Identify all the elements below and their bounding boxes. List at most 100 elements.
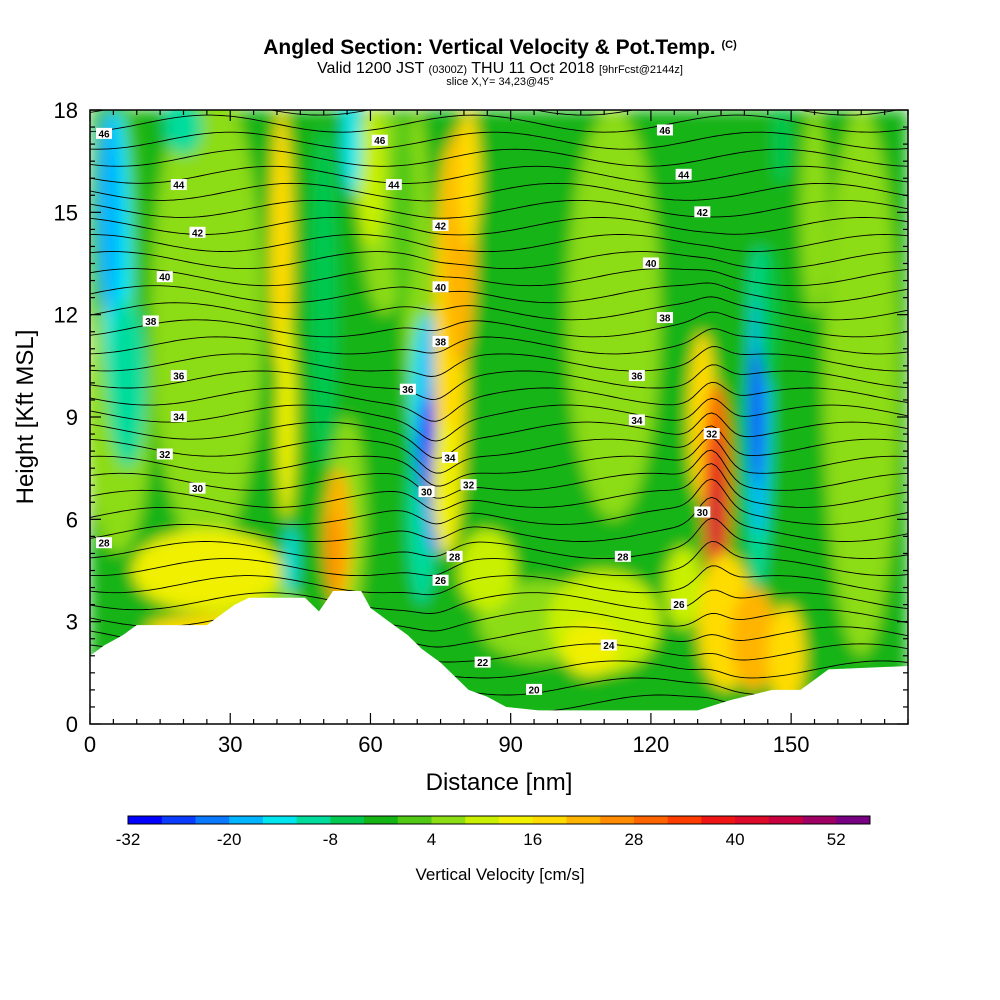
contour-label: 36	[399, 383, 416, 396]
contour-label-text: 42	[697, 208, 709, 219]
contour-label-bg	[642, 257, 659, 269]
colorbar-tick-label: 40	[726, 830, 745, 849]
contour-label-text: 44	[388, 181, 400, 192]
contour-label-bg	[675, 168, 692, 180]
x-axis-label: Distance [nm]	[426, 769, 573, 796]
contour-label-bg	[170, 179, 187, 191]
theta-contour-line	[90, 165, 908, 184]
velocity-cell	[269, 110, 294, 383]
colorbar-swatch	[330, 816, 365, 824]
colorbar-swatch	[499, 816, 534, 824]
valid-time: Valid 1200 JST	[317, 60, 425, 77]
contour-label-bg	[432, 219, 449, 231]
contour-label-bg	[156, 271, 173, 283]
theta-contour-line	[90, 311, 908, 338]
theta-contour-line	[90, 478, 908, 525]
terrain-mask	[90, 591, 908, 724]
colorbar-swatch	[802, 816, 837, 824]
colorbar-swatch	[262, 816, 298, 824]
y-tick-label: 6	[66, 507, 78, 532]
contour-label: 42	[694, 206, 711, 219]
contour-label-text: 28	[617, 552, 629, 563]
theta-contour-line	[90, 463, 908, 511]
y-tick-label: 15	[54, 200, 78, 225]
colorbar-tick-label: 4	[427, 830, 436, 849]
theta-contour-line	[90, 496, 908, 542]
velocity-cell	[132, 529, 282, 612]
y-tick-label: 9	[66, 405, 78, 430]
contour-label-text: 34	[444, 453, 456, 464]
theta-contour-line	[90, 114, 908, 133]
contour-label: 36	[170, 370, 187, 383]
contour-label-text: 28	[98, 539, 110, 550]
chart-title-text: Angled Section: Vertical Velocity & Pot.…	[263, 36, 716, 59]
contour-label-text: 46	[659, 126, 671, 137]
contour-labels: 46 44 42 40 38 36 34 32 30 28 46 44 42 40 38 36 34 32 30 28…	[96, 124, 720, 696]
theta-contour-line	[90, 425, 908, 474]
velocity-cell	[108, 297, 147, 469]
colorbar-swatch	[633, 816, 669, 824]
contour-label-bg	[526, 683, 543, 695]
x-tick-label: 30	[218, 732, 242, 757]
colorbar-tick-label: 16	[523, 830, 542, 849]
colorbar-swatch	[195, 816, 230, 824]
contour-label-bg	[694, 506, 711, 518]
contour-label-bg	[432, 335, 449, 347]
colorbar-swatch	[701, 816, 736, 824]
colorbar-swatch	[667, 816, 702, 824]
colorbar-swatch	[364, 816, 399, 824]
contour-label-text: 36	[631, 372, 643, 383]
theta-contour-line	[90, 346, 908, 377]
colorbar-swatch	[465, 816, 500, 824]
contour-label-bg	[614, 550, 631, 562]
theta-contour-line	[90, 251, 908, 270]
contour-label: 32	[703, 428, 720, 441]
colorbar-tick-label: -8	[323, 830, 338, 849]
colorbar-swatch	[768, 816, 804, 824]
contour-label: 46	[96, 127, 113, 140]
theta-contour-line	[90, 589, 908, 614]
contour-label-text: 44	[173, 181, 185, 192]
theta-contour-line	[90, 328, 908, 355]
contour-label: 28	[614, 550, 631, 563]
contour-label: 24	[600, 639, 617, 652]
contour-label-bg	[432, 574, 449, 586]
contour-label-bg	[399, 383, 416, 395]
colorbar-tick-label: 52	[827, 830, 846, 849]
velocity-cell	[309, 127, 338, 469]
contour-label: 34	[628, 414, 645, 427]
contour-label: 46	[371, 134, 388, 147]
velocity-cell	[758, 246, 778, 383]
colorbar-swatch	[532, 816, 567, 824]
contour-label: 22	[474, 656, 491, 669]
velocity-cell	[730, 212, 750, 417]
chart-title: Angled Section: Vertical Velocity & Pot.…	[0, 36, 1000, 60]
x-tick-label: 90	[498, 732, 522, 757]
contour-label-bg	[446, 550, 463, 562]
contour-label-bg	[189, 226, 206, 238]
theta-contour-line	[90, 234, 908, 253]
contour-label: 44	[385, 179, 402, 192]
colorbar-tick-label: -20	[217, 830, 242, 849]
contour-label-bg	[170, 411, 187, 422]
contour-label-text: 34	[173, 413, 185, 424]
theta-contour-line	[90, 437, 908, 487]
contour-label-text: 40	[645, 259, 657, 270]
contour-label-bg	[474, 656, 491, 668]
colorbar-swatch	[296, 816, 331, 824]
contour-label-bg	[656, 124, 673, 136]
contour-label-bg	[460, 479, 477, 491]
velocity-cell	[709, 485, 719, 554]
contour-label-bg	[189, 482, 206, 494]
velocity-cell	[285, 526, 297, 595]
theta-contour-line	[90, 182, 908, 202]
velocity-cell	[418, 399, 435, 503]
contour-label: 46	[656, 124, 673, 137]
colorbar-swatch	[735, 816, 770, 824]
copyright-mark: (C)	[721, 39, 737, 51]
contour-label-bg	[432, 281, 449, 293]
velocity-cell	[562, 621, 619, 677]
valid-date: THU 11 Oct 2018	[471, 60, 595, 77]
contour-label: 38	[656, 312, 673, 325]
theta-contour-line	[90, 199, 908, 219]
